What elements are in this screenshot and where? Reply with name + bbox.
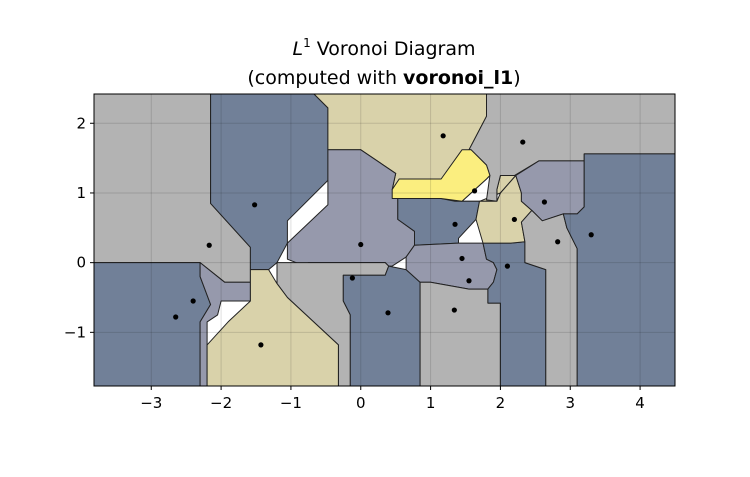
x-tick-label-3: 0 xyxy=(356,394,366,412)
site-point-18 xyxy=(451,307,457,313)
site-point-2 xyxy=(471,188,478,194)
x-tick-label-0: −3 xyxy=(140,394,162,412)
voronoi-cell-18 xyxy=(562,153,675,386)
y-tick-label-0: −1 xyxy=(64,323,86,341)
site-point-0 xyxy=(440,133,446,139)
site-point-14 xyxy=(466,278,472,284)
site-point-8 xyxy=(206,242,212,248)
site-point-15 xyxy=(190,298,196,304)
site-point-13 xyxy=(349,275,355,281)
y-tick-label-1: 0 xyxy=(76,254,86,272)
site-point-19 xyxy=(258,342,264,348)
voronoi-cell-6 xyxy=(286,149,415,267)
x-tick-label-5: 2 xyxy=(496,394,506,412)
voronoi-cell-8 xyxy=(206,269,339,386)
y-tick-label-3: 2 xyxy=(76,114,86,132)
site-point-1 xyxy=(520,139,526,145)
site-point-11 xyxy=(459,255,465,262)
x-tick-label-1: −2 xyxy=(210,394,232,412)
site-point-12 xyxy=(504,263,511,269)
y-tick-label-2: 1 xyxy=(76,184,86,202)
title-superscript: 1 xyxy=(303,36,311,50)
site-point-6 xyxy=(555,239,561,245)
voronoi-cell-10 xyxy=(397,195,480,246)
site-point-3 xyxy=(541,199,548,205)
title-function-name: voronoi_l1 xyxy=(403,67,513,89)
site-point-7 xyxy=(252,202,258,208)
x-tick-label-6: 3 xyxy=(565,394,575,412)
grid-lines xyxy=(94,94,675,386)
axis-ticks: −3 −2 −1 0 1 2 3 4 −1 0 1 2 xyxy=(64,114,645,412)
site-point-16 xyxy=(173,314,179,320)
plot-frame xyxy=(93,93,676,387)
voronoi-cell-11 xyxy=(391,149,491,202)
x-tick-label-4: 1 xyxy=(426,394,436,412)
site-point-4 xyxy=(511,216,517,223)
title-suffix: ) xyxy=(513,67,520,89)
chart-title-line1: L1 Voronoi Diagram xyxy=(293,36,476,60)
x-tick-label-2: −1 xyxy=(280,394,302,412)
voronoi-cells xyxy=(94,94,675,386)
title-italic-l: L xyxy=(293,38,304,60)
site-point-5 xyxy=(588,232,594,238)
site-point-17 xyxy=(385,310,391,316)
site-point-10 xyxy=(452,221,458,227)
site-point-9 xyxy=(358,241,364,248)
title-prefix: (computed with xyxy=(247,67,403,89)
chart-title-line2: (computed with voronoi_l1) xyxy=(247,67,520,89)
title-rest: Voronoi Diagram xyxy=(311,38,476,60)
voronoi-sites xyxy=(173,133,594,348)
x-tick-label-7: 4 xyxy=(635,394,645,412)
voronoi-cell-4 xyxy=(94,262,212,386)
voronoi-cell-9 xyxy=(342,265,421,386)
